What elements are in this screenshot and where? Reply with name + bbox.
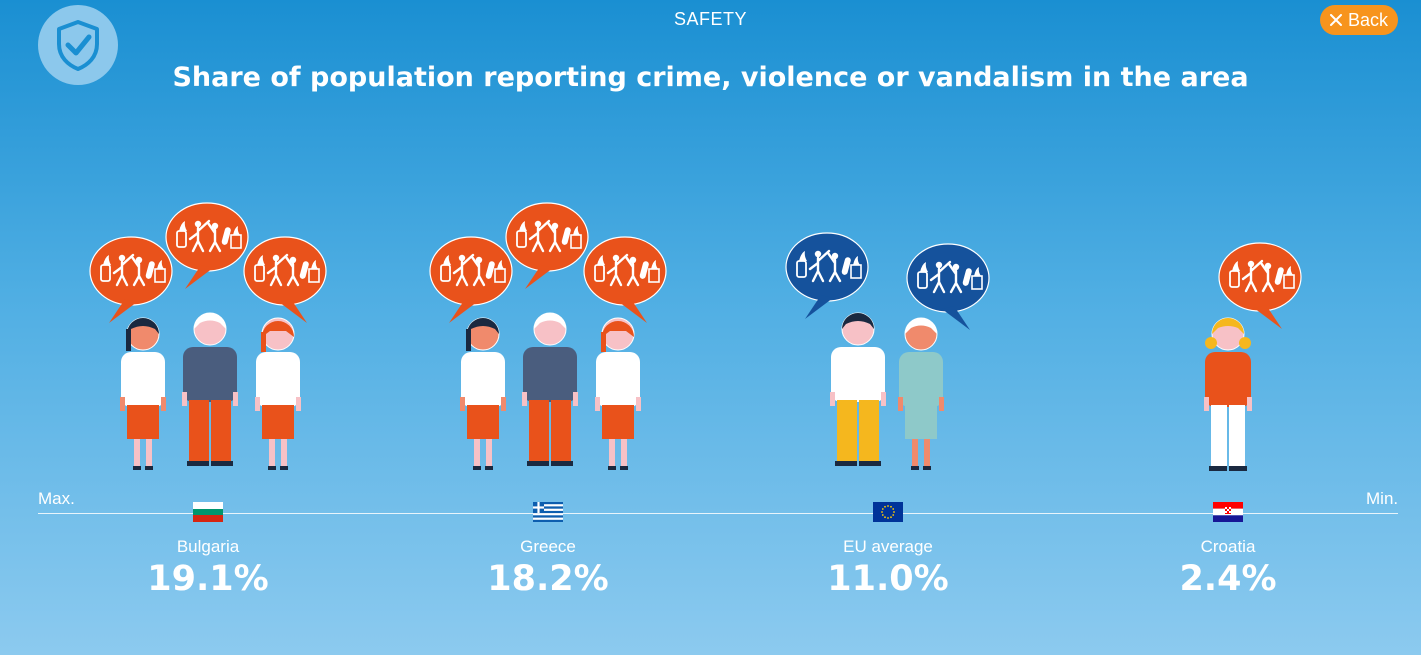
section-label: SAFETY: [673, 9, 747, 29]
person-icon: [1204, 317, 1252, 471]
data-label: 2.4%: [1179, 559, 1277, 599]
speech-bubble-icon: [165, 202, 249, 289]
croatia-flag-icon: [1213, 502, 1243, 522]
category-label: EU average: [843, 537, 933, 556]
person-icon: [830, 312, 886, 466]
speech-bubble-icon: [583, 236, 667, 323]
category-label: Bulgaria: [176, 537, 240, 556]
data-label: 18.2%: [487, 559, 609, 599]
category-label: Croatia: [1200, 537, 1256, 556]
category-croatia: Croatia 2.4%: [1128, 502, 1328, 599]
person-icon: [460, 317, 506, 470]
person-icon: [182, 312, 238, 466]
safety-badge: [38, 5, 118, 85]
speech-bubble-icon: [505, 202, 589, 289]
category-greece: Greece 18.2%: [448, 502, 648, 599]
speech-bubble-icon: [785, 232, 869, 319]
bulgaria-flag-icon: [193, 502, 223, 522]
data-label: 19.1%: [147, 559, 269, 599]
person-icon: [255, 317, 301, 470]
category-eu-average: EU average 11.0%: [788, 502, 988, 599]
scale-axis: [38, 513, 1398, 514]
chart-title: Share of population reporting crime, vio…: [172, 62, 1249, 93]
speech-bubble-icon: [89, 236, 173, 323]
person-icon: [898, 317, 944, 470]
eu-flag-icon: [873, 502, 903, 522]
speech-bubble-icon: [1218, 242, 1302, 329]
person-icon: [595, 317, 641, 470]
back-button-label: Back: [1347, 9, 1389, 30]
speech-bubble-icon: [243, 236, 327, 323]
shield-check-icon: [57, 20, 99, 71]
axis-max-label: Max.: [38, 489, 75, 508]
person-icon: [522, 312, 578, 466]
axis-min-label: Min.: [1366, 489, 1399, 508]
person-icon: [120, 317, 166, 470]
category-bulgaria: Bulgaria 19.1%: [108, 502, 308, 599]
close-icon: [1329, 14, 1342, 26]
speech-bubble-icon: [906, 243, 990, 330]
back-button[interactable]: Back: [1320, 5, 1398, 35]
speech-bubble-icon: [429, 236, 513, 323]
greece-flag-icon: [533, 502, 563, 522]
category-label: Greece: [520, 537, 576, 556]
data-label: 11.0%: [827, 559, 949, 599]
